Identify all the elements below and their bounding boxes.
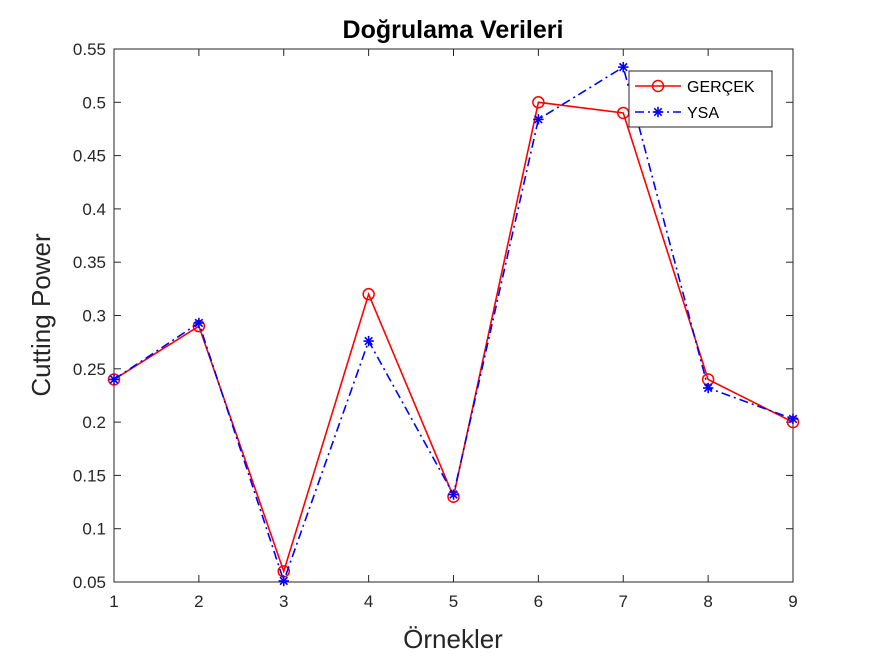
x-tick-label: 2 (194, 592, 203, 611)
legend-label-ysa: YSA (687, 105, 719, 122)
y-tick-label: 0.35 (73, 253, 106, 272)
y-tick-label: 0.3 (82, 307, 106, 326)
x-axis-label: Örnekler (403, 624, 503, 654)
y-tick-label: 0.25 (73, 360, 106, 379)
series-layer (107, 61, 800, 587)
y-tick-label: 0.2 (82, 413, 106, 432)
y-tick-label: 0.4 (82, 200, 106, 219)
y-axis-label: Cutting Power (26, 233, 56, 397)
y-tick-label: 0.1 (82, 520, 106, 539)
y-tick-label: 0.55 (73, 40, 106, 59)
x-tick-label: 4 (364, 592, 373, 611)
data-point-ysa (533, 114, 544, 125)
y-tick-label: 0.45 (73, 147, 106, 166)
data-point-ysa (787, 413, 799, 425)
data-point-ysa (363, 335, 374, 347)
x-tick-label: 6 (534, 592, 543, 611)
data-point-gerçek (362, 287, 375, 301)
legend: GERÇEK YSA (628, 70, 773, 128)
legend-label-gerçek: GERÇEK (687, 79, 755, 96)
x-tick-label: 5 (449, 592, 458, 611)
data-point-ysa (108, 374, 120, 385)
data-point-ysa (278, 575, 289, 587)
legend-box (628, 70, 773, 128)
y-tick-label: 0.5 (82, 93, 106, 112)
axis-ticks: 1 2 3 4 5 6 7 8 9 0.05 0.1 0.15 0.2 0.25 0.3 0.35 0.4 0.4… (73, 40, 798, 611)
x-tick-label: 7 (619, 592, 628, 611)
data-point-ysa (702, 382, 714, 394)
chart-title: Doğrulama Verileri (343, 16, 564, 44)
data-point-ysa (618, 61, 629, 73)
data-point-ysa (193, 317, 205, 329)
legend-marker-ysa (652, 106, 664, 118)
data-point-gerçek (107, 373, 121, 386)
x-tick-label: 8 (703, 592, 712, 611)
data-point-gerçek (532, 96, 545, 109)
x-tick-label: 3 (279, 592, 288, 611)
x-tick-label: 9 (788, 592, 797, 611)
data-point-ysa (448, 489, 459, 500)
y-tick-label: 0.15 (73, 466, 106, 485)
legend-marker-gerçek (651, 79, 665, 93)
x-tick-label: 1 (109, 592, 118, 611)
y-tick-label: 0.05 (73, 573, 106, 592)
